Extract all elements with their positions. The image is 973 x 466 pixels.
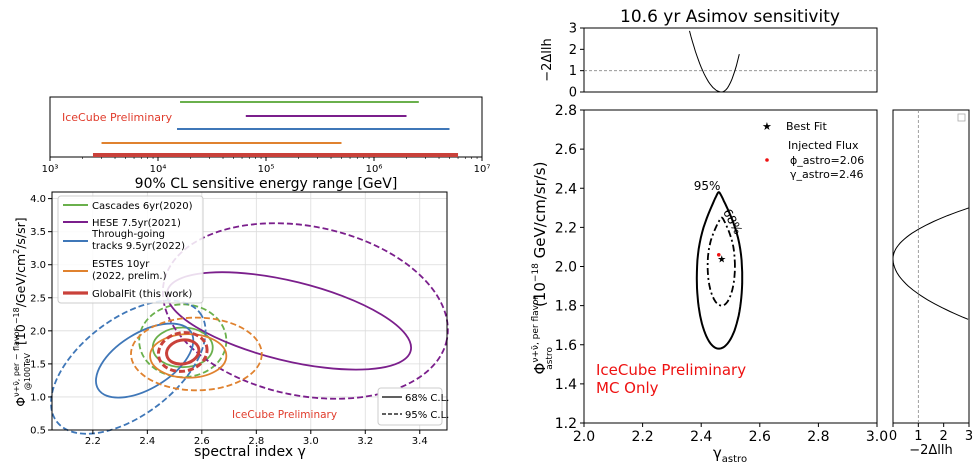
spectral-xtick-label: 3.2 xyxy=(357,436,373,447)
asimov-contour-panel: 2.0 2.2 2.4 2.6 2.8 3.0 1.2 1.4 1.6 1.8 2.0 2.2 2.4 2… xyxy=(531,103,888,465)
asimov-ytick-label: 1.4 xyxy=(555,377,577,393)
gamma-profile-ytick-label: 3 xyxy=(569,22,577,37)
gamma-profile-ytick-label: 2 xyxy=(569,43,577,58)
asimov-ytick-label: 2.6 xyxy=(555,142,577,158)
spectral-contour-panel: 2.2 2.4 2.6 2.8 3.0 3.2 3.4 0.5 1.0 1.5 2.0 2.5 3.0 3… xyxy=(12,191,449,460)
spectral-ytick-label: 3.0 xyxy=(30,260,46,271)
contour95-3 xyxy=(130,316,263,392)
contour-68 xyxy=(706,216,736,307)
asimov-xtick-label: 3.0 xyxy=(866,429,888,445)
contour68-4 xyxy=(165,338,201,366)
spectral-xtick-label: 2.8 xyxy=(248,436,264,447)
asimov-xtick-label: 2.8 xyxy=(807,429,829,445)
asimov-xtick-label: 2.6 xyxy=(749,429,771,445)
phi-profile-xtick-label: 3 xyxy=(965,429,973,444)
spectral-preliminary-label: IceCube Preliminary xyxy=(232,409,337,421)
best-fit-label: Best Fit xyxy=(786,120,827,133)
injected-phi: ϕ_astro=2.06 xyxy=(790,154,864,167)
spectral-ytick-label: 4.0 xyxy=(30,194,46,205)
asimov-ytick-label: 2.8 xyxy=(555,103,577,119)
injected-title: Injected Flux xyxy=(788,139,859,152)
phi-profile-panel: 0 1 2 3 −2Δllh xyxy=(889,109,973,458)
best-fit-point: ★ xyxy=(717,255,726,266)
energy-tick-label: 10⁵ xyxy=(258,164,275,175)
spectral-xtick-label: 3.4 xyxy=(412,436,428,447)
asimov-xtick-label: 2.0 xyxy=(573,429,595,445)
spectral-ytick-label: 0.5 xyxy=(30,426,46,437)
asimov-xlabel: γastro xyxy=(713,444,747,462)
phi-profile-xtick-label: 0 xyxy=(889,429,897,444)
spectral-xtick-label: 2.2 xyxy=(85,436,101,447)
energy-range-panel: 10³ 10⁴ 10⁵ 10⁶ 10⁷ IceCube Preliminary 90% … xyxy=(42,96,491,192)
injected-gamma: γ_astro=2.46 xyxy=(790,168,864,181)
legend-hese: HESE 7.5yr(2021) xyxy=(92,218,181,229)
phi-profile-xtick-label: 2 xyxy=(940,429,948,444)
injected-point xyxy=(716,252,721,257)
spectral-ytick-label: 1.0 xyxy=(30,392,46,403)
energy-preliminary-label: IceCube Preliminary xyxy=(62,111,173,124)
legend-estes: ESTES 10yr (2022, prelim.) xyxy=(92,259,167,282)
spectral-xtick-label: 3.0 xyxy=(303,436,319,447)
gamma-profile-curve xyxy=(689,30,740,93)
contour-95-label: 95% xyxy=(694,179,721,193)
asimov-ylabel: Φν+ν̄, per flavor astro(10−18 GeV/cm/sr/s… xyxy=(531,162,555,375)
best-fit-marker: ★ xyxy=(762,120,772,133)
phi-legend-box xyxy=(957,113,966,122)
asimov-ytick-label: 2.4 xyxy=(555,181,577,197)
asimov-legend: ★ Best Fit Injected Flux ϕ_astro=2.06 γ_… xyxy=(762,120,864,181)
injected-marker xyxy=(765,158,769,162)
phi-profile-xtick-label: 1 xyxy=(914,429,922,444)
legend-globalfit: GlobalFit (this work) xyxy=(92,289,192,300)
gamma-profile-ytick-label: 1 xyxy=(569,64,577,79)
energy-tick-label: 10³ xyxy=(42,164,59,175)
contour-95 xyxy=(695,191,744,350)
asimov-ytick-label: 1.2 xyxy=(555,416,577,432)
spectral-ytick-label: 3.5 xyxy=(30,227,46,238)
spectral-ytick-label: 1.5 xyxy=(30,359,46,370)
spectral-ytick-label: 2.0 xyxy=(30,326,46,337)
contour95-2 xyxy=(50,299,207,435)
asimov-title: 10.6 yr Asimov sensitivity xyxy=(620,7,840,27)
gamma-profile-panel: 0 1 2 3 10.6 yr Asimov sensitivity −2Δllh xyxy=(540,7,878,101)
contour95-0 xyxy=(138,303,228,379)
cl-95-label: 95% C.L. xyxy=(405,410,449,421)
gamma-profile-ytick-label: 0 xyxy=(569,86,577,101)
asimov-ytick-label: 1.8 xyxy=(555,299,577,315)
cl-68-label: 68% C.L. xyxy=(405,393,449,404)
asimov-mc-only-label: MC Only xyxy=(596,379,659,397)
cl-legend: 68% C.L. 95% C.L. xyxy=(377,387,449,426)
phi-profile-xlabel: −2Δllh xyxy=(909,443,953,458)
asimov-xtick-label: 2.2 xyxy=(631,429,653,445)
legend-tracks: Through-going tracks 9.5yr(2022) xyxy=(91,229,185,252)
energy-tick-label: 10⁴ xyxy=(150,164,167,175)
spectral-xlabel: spectral index γ xyxy=(194,444,306,460)
asimov-preliminary-label: IceCube Preliminary xyxy=(596,361,746,379)
energy-tick-label: 10⁶ xyxy=(366,164,383,175)
asimov-xtick-label: 2.4 xyxy=(690,429,712,445)
energy-xlabel: 90% CL sensitive energy range [GeV] xyxy=(135,176,398,192)
legend-cascades: Cascades 6yr(2020) xyxy=(92,201,193,212)
spectral-ytick-label: 2.5 xyxy=(30,293,46,304)
gamma-profile-ylabel: −2Δllh xyxy=(540,38,555,82)
spectral-ylabel: Φν+ν̄, per − flavor @100TeV[10−18/GeV/cm2… xyxy=(12,217,32,406)
contour95-4 xyxy=(156,331,209,373)
energy-tick-label: 10⁷ xyxy=(474,164,491,175)
spectral-xtick-label: 2.6 xyxy=(194,436,210,447)
spectral-xtick-label: 2.4 xyxy=(139,436,155,447)
asimov-ytick-label: 1.6 xyxy=(555,338,577,354)
experiments-legend: Cascades 6yr(2020) HESE 7.5yr(2021) Thro… xyxy=(57,195,204,304)
asimov-ytick-label: 2.0 xyxy=(555,260,577,276)
phi-profile-curve xyxy=(892,207,970,320)
asimov-ytick-label: 2.2 xyxy=(555,220,577,236)
